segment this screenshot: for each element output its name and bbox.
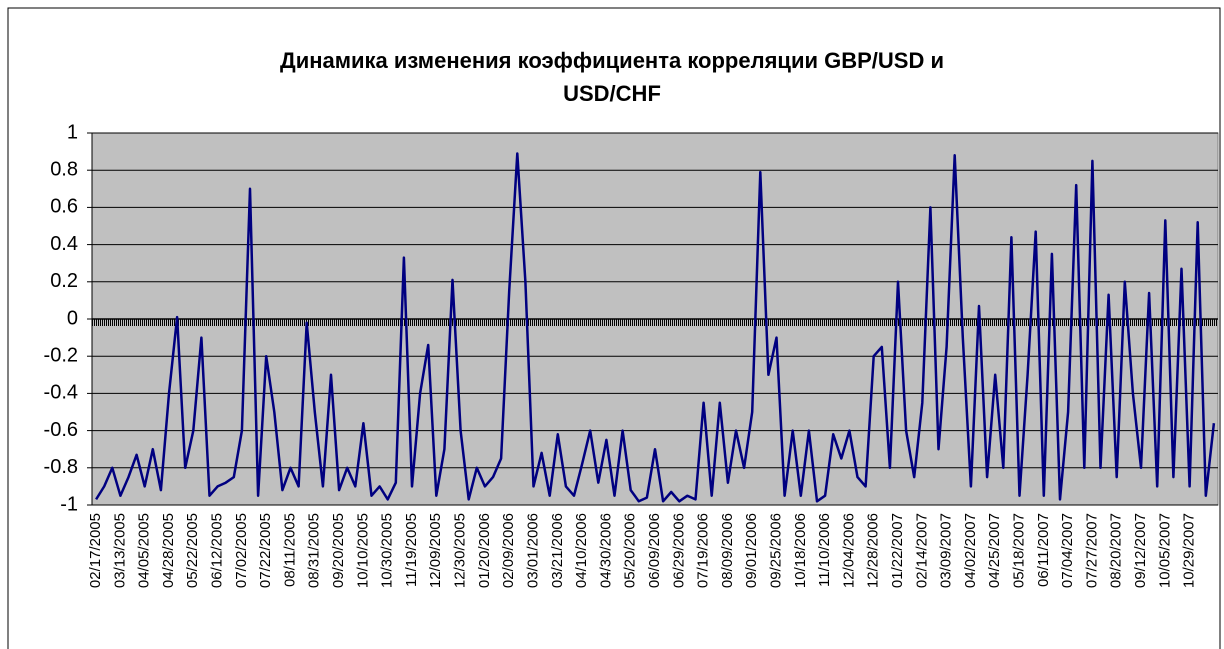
x-tick-label: 02/17/2005: [87, 513, 104, 588]
x-tick-label: 10/10/2005: [354, 513, 371, 588]
y-tick-label: 0.8: [50, 158, 78, 180]
x-tick-label: 07/02/2005: [233, 513, 250, 588]
x-tick-label: 09/20/2005: [330, 513, 347, 588]
y-tick-label: 0.6: [50, 196, 78, 218]
y-tick-label: 0.4: [50, 233, 78, 255]
y-tick-label: -1: [60, 493, 78, 515]
x-tick-label: 03/13/2005: [111, 513, 128, 588]
x-tick-label: 10/29/2007: [1181, 513, 1198, 588]
x-tick-label: 07/22/2005: [257, 513, 274, 588]
x-tick-label: 09/25/2006: [767, 513, 784, 588]
x-tick-label: 12/04/2006: [840, 513, 857, 588]
x-tick-label: 08/20/2007: [1108, 513, 1125, 588]
y-tick-label: -0.4: [44, 382, 78, 404]
y-tick-label: -0.6: [44, 419, 78, 441]
x-tick-label: 07/04/2007: [1059, 513, 1076, 588]
y-tick-label: 0.2: [50, 270, 78, 292]
x-tick-label: 12/30/2005: [452, 513, 469, 588]
chart-title: Динамика изменения коэффициента корреляц…: [280, 48, 944, 106]
x-tick-label: 06/09/2006: [646, 513, 663, 588]
y-tick-label: 0: [67, 307, 78, 329]
x-tick-label: 08/09/2006: [719, 513, 736, 588]
x-tick-label: 11/10/2006: [816, 513, 833, 587]
x-tick-label: 10/30/2005: [379, 513, 396, 588]
x-tick-label: 03/09/2007: [938, 513, 955, 588]
x-tick-label: 09/12/2007: [1132, 513, 1149, 588]
x-tick-label: 06/11/2007: [1035, 513, 1052, 587]
x-tick-label: 08/31/2005: [306, 513, 323, 588]
x-tick-label: 02/09/2006: [500, 513, 517, 588]
x-tick-label: 04/02/2007: [962, 513, 979, 588]
x-tick-label: 04/30/2006: [597, 513, 614, 588]
x-tick-label: 10/18/2006: [792, 513, 809, 588]
x-tick-label: 05/20/2006: [622, 513, 639, 588]
x-tick-label: 03/01/2006: [524, 513, 541, 588]
x-tick-label: 04/28/2005: [160, 513, 177, 588]
x-tick-label: 07/27/2007: [1083, 513, 1100, 588]
x-tick-label: 12/28/2006: [865, 513, 882, 588]
y-tick-label: -0.8: [44, 456, 78, 478]
x-tick-label: 05/22/2005: [184, 513, 201, 588]
x-tick-label: 09/01/2006: [743, 513, 760, 588]
x-tick-label: 06/12/2005: [209, 513, 226, 588]
y-tick-label: -0.2: [44, 344, 78, 366]
x-tick-label: 12/09/2005: [427, 513, 444, 588]
x-tick-label: 03/21/2006: [549, 513, 566, 588]
x-tick-label: 02/14/2007: [913, 513, 930, 588]
x-tick-label: 08/11/2005: [281, 513, 298, 587]
x-tick-label: 04/10/2006: [573, 513, 590, 588]
x-tick-label: 05/18/2007: [1011, 513, 1028, 588]
x-tick-label: 04/25/2007: [986, 513, 1003, 588]
x-tick-label: 07/19/2006: [695, 513, 712, 588]
y-tick-label: 1: [67, 121, 78, 143]
x-tick-label: 11/19/2005: [403, 513, 420, 587]
x-tick-label: 10/05/2007: [1156, 513, 1173, 588]
x-tick-label: 06/29/2006: [670, 513, 687, 588]
x-tick-label: 01/22/2007: [889, 513, 906, 588]
category-axis-ticks: [92, 319, 1218, 326]
data-line: [95, 152, 1216, 503]
x-tick-label: 04/05/2005: [136, 513, 153, 588]
x-tick-label: 01/20/2006: [476, 513, 493, 588]
